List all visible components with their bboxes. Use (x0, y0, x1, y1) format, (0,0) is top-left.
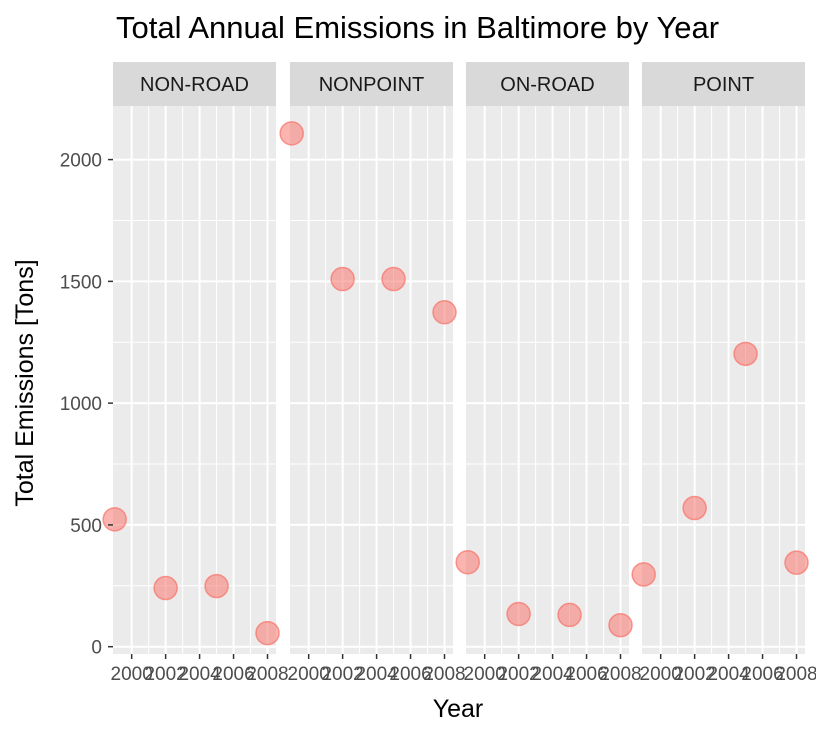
facet-strip (113, 62, 276, 106)
x-tick-label: 2004 (355, 664, 398, 685)
x-tick-label: 2004 (531, 664, 574, 685)
x-tick-label: 2008 (775, 664, 816, 685)
x-tick-label: 2004 (707, 664, 750, 685)
x-tick-label: 2008 (246, 664, 288, 685)
y-tick-label: 2000 (60, 151, 102, 172)
x-tick-label: 2002 (321, 664, 363, 685)
data-point (682, 495, 707, 521)
x-axis-title: Year (433, 695, 484, 723)
x-tick-label: 2000 (288, 664, 330, 685)
data-point (204, 573, 229, 599)
panel-background (290, 106, 453, 654)
x-tick-label: 2002 (497, 664, 539, 685)
facet-panels: NON-ROAD20002002200420062008NONPOINT2000… (102, 62, 816, 685)
data-point (557, 602, 582, 628)
x-tick-label: 2006 (212, 664, 254, 685)
data-point (608, 612, 633, 638)
data-point (506, 601, 531, 627)
data-point (432, 299, 457, 325)
x-tick-label: 2002 (673, 664, 715, 685)
facet-strip-label: ON-ROAD (500, 74, 594, 96)
facet-strip (642, 62, 805, 106)
x-tick-label: 2008 (423, 664, 465, 685)
x-tick-label: 2008 (599, 664, 641, 685)
facet-strip (466, 62, 629, 106)
data-point (153, 575, 178, 601)
facet-strip-label: NONPOINT (319, 74, 425, 96)
panel-background (466, 106, 629, 654)
x-tick-label: 2004 (178, 664, 221, 685)
x-tick-label: 2000 (640, 664, 682, 685)
y-axis: 0 500 1000 1500 2000 (60, 151, 113, 659)
y-tick-label: 0 (91, 638, 102, 659)
facet-strip-label: POINT (693, 74, 754, 96)
x-tick-label: 2006 (389, 664, 431, 685)
data-point (381, 266, 406, 292)
x-tick-label: 2006 (565, 664, 607, 685)
data-point (631, 562, 656, 587)
data-point (784, 550, 809, 575)
x-tick-label: 2000 (111, 664, 153, 685)
data-point (455, 549, 480, 575)
facet-strip (290, 62, 453, 106)
chart-title: Total Annual Emissions in Baltimore by Y… (116, 10, 719, 45)
data-point (102, 507, 127, 532)
y-tick-label: 500 (70, 516, 102, 537)
x-tick-label: 2006 (741, 664, 783, 685)
panel-background (113, 106, 276, 654)
data-point (330, 266, 355, 292)
x-tick-label: 2000 (464, 664, 506, 685)
y-tick-label: 1500 (60, 272, 102, 293)
x-tick-label: 2002 (144, 664, 186, 685)
panel-background (642, 106, 805, 654)
data-point (255, 620, 280, 646)
data-point (733, 341, 758, 367)
facet-strip-label: NON-ROAD (140, 74, 249, 96)
y-axis-title: Total Emissions [Tons] (11, 259, 39, 506)
data-point (279, 121, 304, 146)
y-tick-label: 1000 (60, 394, 102, 415)
